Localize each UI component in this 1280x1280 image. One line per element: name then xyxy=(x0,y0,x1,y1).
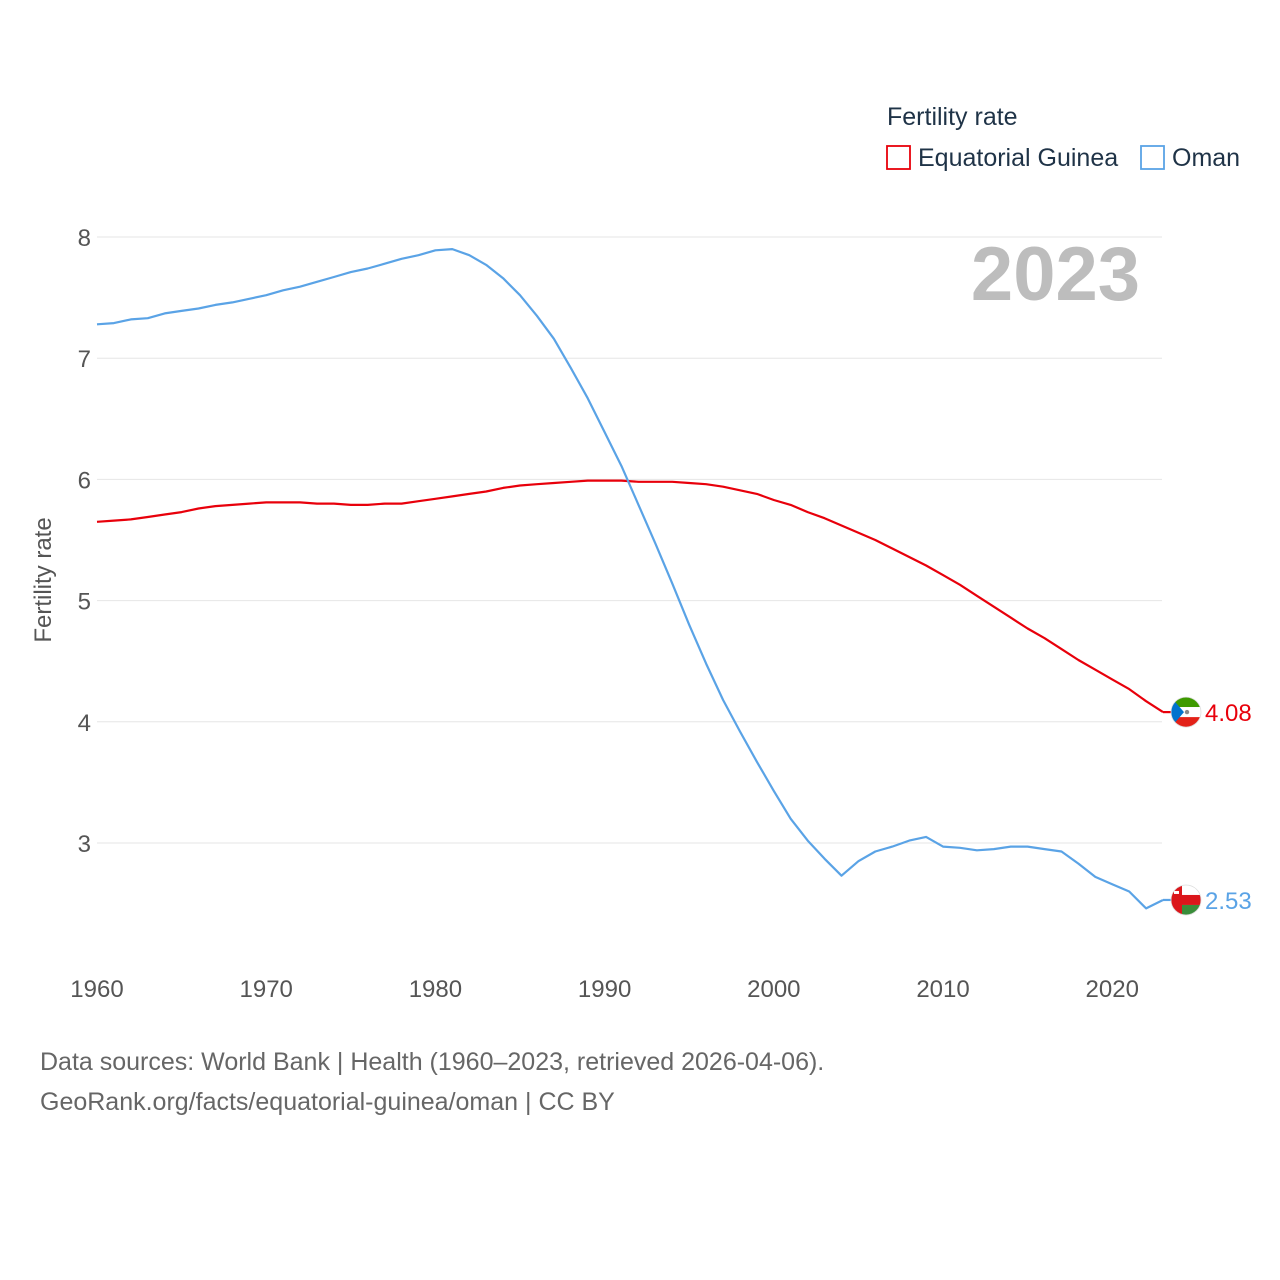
legend-swatch-oman xyxy=(1140,145,1165,170)
y-axis-ticks: 3 4 5 6 7 8 xyxy=(78,225,91,858)
equatorial-guinea-flag xyxy=(1170,696,1202,728)
x-tick-label: 1970 xyxy=(240,976,293,1003)
source-line-data: Data sources: World Bank | Health (1960–… xyxy=(40,1048,825,1076)
y-tick-label: 4 xyxy=(78,710,91,737)
y-axis-label: Fertility rate xyxy=(30,517,57,642)
source-note: Data sources: World Bank | Health (1960–… xyxy=(40,1042,824,1122)
x-tick-label: 2000 xyxy=(747,976,800,1003)
end-value-label-equatorial-guinea: 4.08 xyxy=(1205,700,1252,727)
x-axis-ticks: 1960 1970 1980 1990 2000 2010 2020 xyxy=(70,976,1139,1003)
legend-item-oman[interactable]: Oman xyxy=(1140,144,1240,172)
legend-title: Fertility rate xyxy=(887,103,1018,131)
legend-label-equatorial-guinea: Equatorial Guinea xyxy=(918,144,1118,172)
source-line-link[interactable]: GeoRank.org/facts/equatorial-guinea/oman… xyxy=(40,1088,615,1116)
end-value-label-oman: 2.53 xyxy=(1205,888,1252,915)
legend: Fertility rate Equatorial Guinea Oman xyxy=(886,103,1240,172)
end-markers: 4.08 2.53 xyxy=(1163,696,1252,916)
series-line-oman xyxy=(96,248,1164,910)
x-tick-label: 1960 xyxy=(70,976,123,1003)
x-tick-label: 1990 xyxy=(578,976,631,1003)
series-line-equatorial-guinea xyxy=(96,479,1164,714)
y-tick-label: 6 xyxy=(78,467,91,494)
x-tick-label: 1980 xyxy=(409,976,462,1003)
grid-lines xyxy=(97,236,1162,844)
x-tick-label: 2010 xyxy=(916,976,969,1003)
x-tick-label: 2020 xyxy=(1086,976,1139,1003)
y-tick-label: 3 xyxy=(78,831,91,858)
oman-flag xyxy=(1170,884,1202,916)
y-tick-label: 8 xyxy=(78,225,91,252)
current-year-label: 2023 xyxy=(971,232,1140,317)
legend-swatch-equatorial-guinea xyxy=(886,145,911,170)
series-lines xyxy=(96,248,1164,910)
legend-item-equatorial-guinea[interactable]: Equatorial Guinea xyxy=(886,144,1118,172)
y-tick-label: 5 xyxy=(78,589,91,616)
fertility-rate-chart: 3 4 5 6 7 8 1960 1970 1980 1990 2000 2010 2020 Fert… xyxy=(30,103,1252,1003)
legend-label-oman: Oman xyxy=(1172,144,1240,172)
y-tick-label: 7 xyxy=(78,346,91,373)
